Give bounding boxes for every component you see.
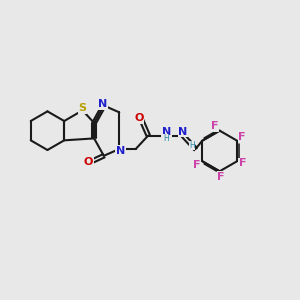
Text: S: S xyxy=(79,103,86,113)
Text: O: O xyxy=(84,157,93,167)
Text: N: N xyxy=(98,99,107,109)
Text: F: F xyxy=(218,172,225,182)
Text: N: N xyxy=(178,127,188,136)
Text: O: O xyxy=(134,113,144,123)
Text: N: N xyxy=(162,127,171,136)
Text: F: F xyxy=(238,132,246,142)
Text: H: H xyxy=(163,134,169,143)
Text: F: F xyxy=(193,160,200,170)
Text: F: F xyxy=(211,121,218,131)
Text: N: N xyxy=(116,146,125,155)
Text: F: F xyxy=(239,158,246,169)
Text: H: H xyxy=(189,141,195,150)
